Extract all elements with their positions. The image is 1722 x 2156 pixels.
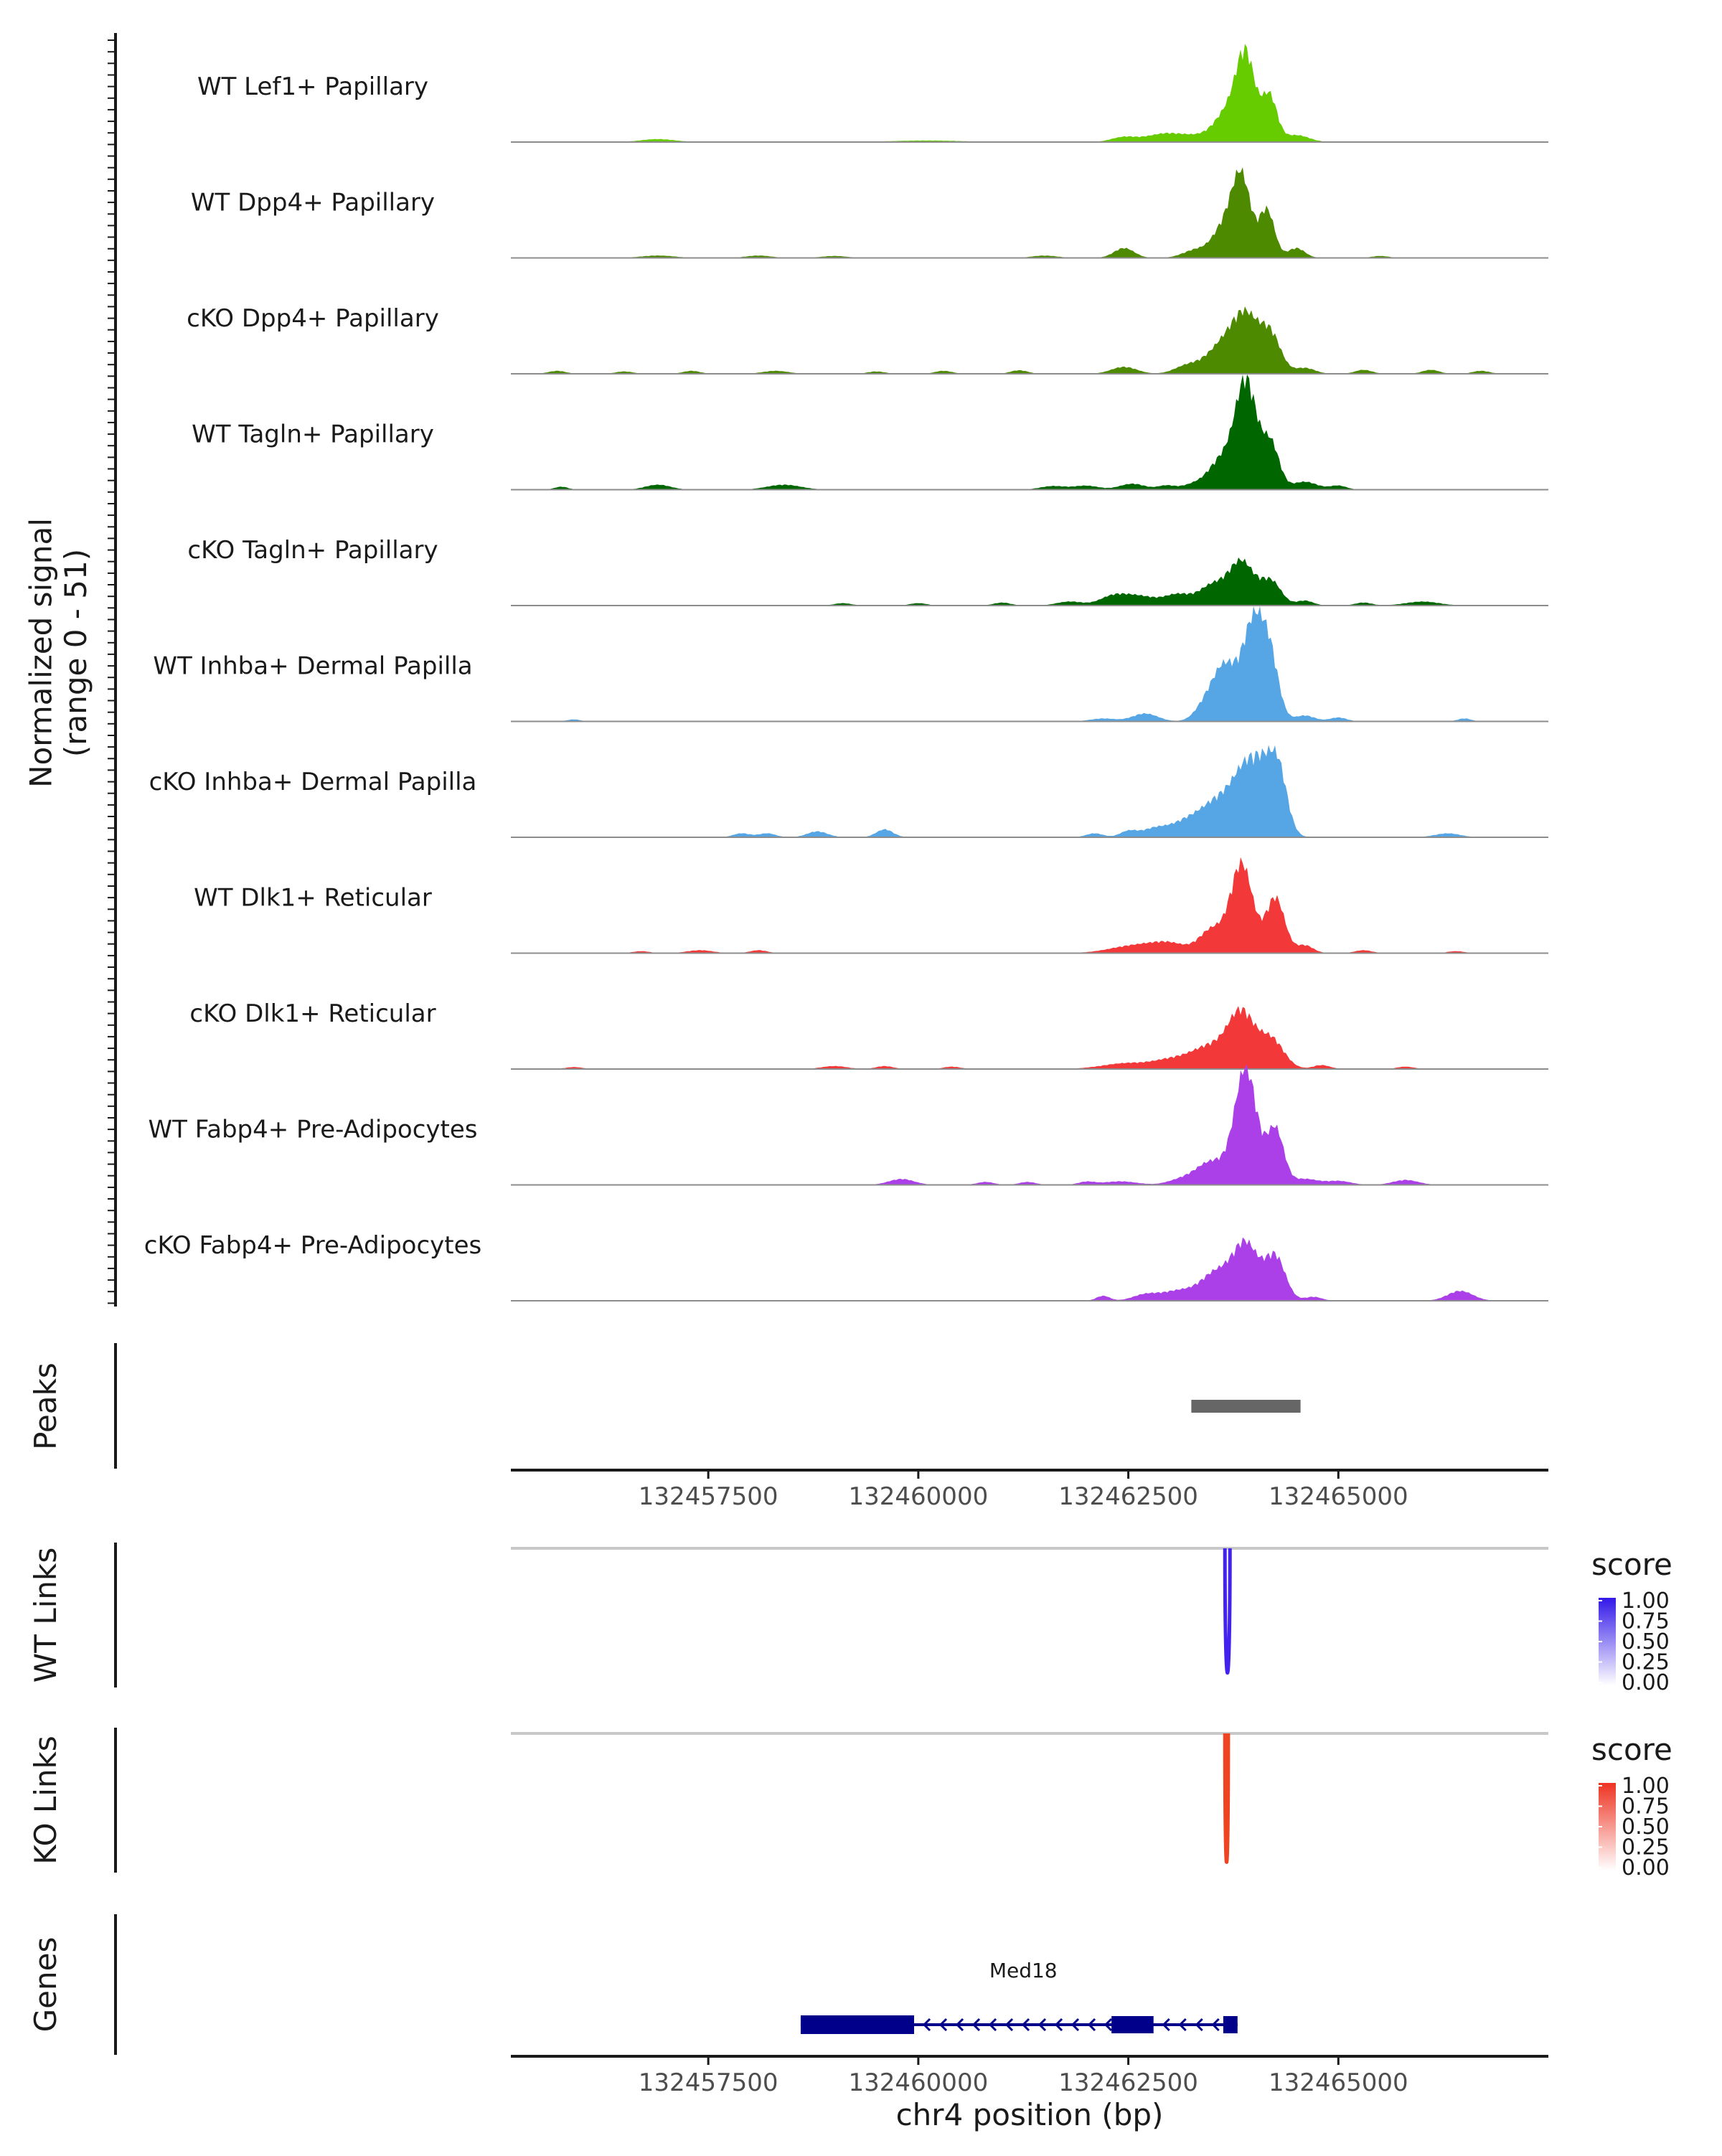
legend-title-ko-links: score	[1591, 1732, 1672, 1767]
track-wt-dlk1-reticular: WT Dlk1+ Reticular	[194, 857, 1548, 954]
coverage-area-cko-inhba-dermal-papilla	[511, 745, 1548, 837]
x-tick-label-peaks: 132457500	[639, 1482, 778, 1511]
legend-tick-label-ko-links: 0.00	[1622, 1855, 1670, 1880]
coverage-area-wt-fabp4-pre-adipocytes	[511, 1064, 1548, 1185]
legend-tick-label-ko-links: 1.00	[1622, 1774, 1670, 1799]
gene-name-label: Med18	[989, 1959, 1058, 1982]
strand-arrow	[1162, 2018, 1170, 2032]
track-label-cko-fabp4-pre-adipocytes: cKO Fabp4+ Pre-Adipocytes	[144, 1231, 482, 1260]
strand-arrow	[1195, 2018, 1203, 2032]
gene-exon	[1223, 2016, 1238, 2033]
track-label-wt-tagln-papillary: WT Tagln+ Papillary	[192, 420, 434, 449]
track-cko-inhba-dermal-papilla: cKO Inhba+ Dermal Papilla	[149, 745, 1548, 838]
track-label-wt-dlk1-reticular: WT Dlk1+ Reticular	[194, 884, 432, 913]
track-label-cko-tagln-papillary: cKO Tagln+ Papillary	[187, 536, 438, 565]
track-wt-lef1-papillary: WT Lef1+ Papillary	[197, 44, 1548, 143]
links-track-label-wt-links: WT Links	[28, 1548, 63, 1682]
strand-arrow	[1071, 2018, 1080, 2032]
strand-arrow	[1021, 2018, 1030, 2032]
legend-tick-label-wt-links: 0.00	[1622, 1670, 1670, 1695]
track-wt-fabp4-pre-adipocytes: WT Fabp4+ Pre-Adipocytes	[149, 1064, 1548, 1186]
coverage-tracks: WT Lef1+ Papillary WT Dpp4+ Papillary cKO …	[144, 44, 1548, 1301]
coverage-area-cko-dpp4-papillary	[511, 306, 1548, 374]
track-cko-fabp4-pre-adipocytes: cKO Fabp4+ Pre-Adipocytes	[144, 1231, 1548, 1301]
strand-arrow	[988, 2018, 997, 2032]
x-tick-label-genes: 132462500	[1058, 2068, 1198, 2097]
x-tick-label-peaks: 132460000	[849, 1482, 989, 1511]
coverage-area-wt-lef1-papillary	[511, 44, 1548, 142]
coverage-area-cko-fabp4-pre-adipocytes	[511, 1237, 1548, 1301]
x-tick-label-genes: 132460000	[849, 2068, 989, 2097]
track-label-wt-fabp4-pre-adipocytes: WT Fabp4+ Pre-Adipocytes	[149, 1116, 478, 1144]
x-tick-label-peaks: 132465000	[1269, 1482, 1408, 1511]
link-arc-ko-links	[1223, 1733, 1231, 1864]
legend-tick-label-wt-links: 0.50	[1622, 1629, 1670, 1654]
coverage-area-cko-dlk1-reticular	[511, 1006, 1548, 1069]
strand-arrow	[1038, 2018, 1047, 2032]
x-tick-label-peaks: 132462500	[1058, 1482, 1198, 1511]
links-track-label-ko-links: KO Links	[28, 1736, 63, 1865]
links-panel-wt-links: WT Links score 1.000.750.500.250.00	[28, 1543, 1672, 1695]
x-tick-label-genes: 132457500	[639, 2068, 778, 2097]
legend-tick-label-wt-links: 0.75	[1622, 1609, 1670, 1634]
strand-arrow	[1004, 2018, 1014, 2032]
strand-arrow	[1104, 2018, 1113, 2032]
strand-arrow	[1054, 2018, 1063, 2032]
strand-arrow	[955, 2018, 964, 2032]
gene-exon	[800, 2015, 915, 2034]
track-label-cko-dlk1-reticular: cKO Dlk1+ Reticular	[189, 999, 436, 1028]
coverage-area-wt-dlk1-reticular	[511, 857, 1548, 954]
legend-tick-label-ko-links: 0.75	[1622, 1794, 1670, 1820]
links-panel-ko-links: KO Links score 1.000.750.500.250.00	[28, 1728, 1672, 1880]
track-label-wt-inhba-dermal-papilla: WT Inhba+ Dermal Papilla	[153, 652, 472, 681]
strand-arrow	[938, 2018, 948, 2032]
peak-region-bar	[1191, 1400, 1301, 1413]
peaks-panel: Peaks	[28, 1343, 1301, 1469]
legend-title-wt-links: score	[1591, 1547, 1672, 1582]
track-cko-dpp4-papillary: cKO Dpp4+ Papillary	[187, 304, 1548, 375]
coverage-y-title: Normalized signal(range 0 - 51)	[24, 518, 93, 788]
track-label-cko-dpp4-papillary: cKO Dpp4+ Papillary	[187, 304, 439, 333]
coverage-y-title-line-2: (range 0 - 51)	[58, 549, 93, 757]
legend-tick-label-ko-links: 0.25	[1622, 1835, 1670, 1860]
track-label-wt-lef1-papillary: WT Lef1+ Papillary	[197, 72, 428, 101]
track-wt-tagln-papillary: WT Tagln+ Papillary	[192, 374, 1548, 491]
legend-tick-label-wt-links: 1.00	[1622, 1588, 1670, 1614]
position-axes: 132457500 132460000 132462500 132465000 1324…	[511, 1469, 1548, 2132]
left-axes: Normalized signal(range 0 - 51)	[24, 33, 117, 1307]
strand-arrow	[922, 2018, 931, 2032]
coverage-area-wt-dpp4-papillary	[511, 167, 1548, 258]
track-cko-tagln-papillary: cKO Tagln+ Papillary	[187, 536, 1548, 606]
genes-track-label: Genes	[28, 1937, 63, 2033]
genes-panel: Genes Med18	[28, 1914, 1238, 2055]
track-cko-dlk1-reticular: cKO Dlk1+ Reticular	[189, 999, 1548, 1070]
strand-arrow	[1087, 2018, 1096, 2032]
link-arc-wt-links	[1223, 1548, 1232, 1675]
peaks-track-label: Peaks	[28, 1362, 63, 1450]
track-wt-dpp4-papillary: WT Dpp4+ Papillary	[191, 167, 1548, 259]
coverage-area-cko-tagln-papillary	[511, 557, 1548, 606]
strand-arrow	[1211, 2018, 1220, 2032]
strand-arrow	[971, 2018, 981, 2032]
legend-tick-label-wt-links: 0.25	[1622, 1650, 1670, 1675]
coverage-y-title-line-1: Normalized signal	[24, 518, 59, 788]
track-label-cko-inhba-dermal-papilla: cKO Inhba+ Dermal Papilla	[149, 768, 477, 796]
gene-exon	[1111, 2016, 1154, 2033]
coverage-area-wt-tagln-papillary	[511, 374, 1548, 490]
legend-tick-label-ko-links: 0.50	[1622, 1814, 1670, 1840]
x-axis-title: chr4 position (bp)	[896, 2097, 1164, 2132]
track-wt-inhba-dermal-papilla: WT Inhba+ Dermal Papilla	[153, 606, 1548, 722]
x-tick-label-genes: 132465000	[1269, 2068, 1408, 2097]
strand-arrow	[1178, 2018, 1187, 2032]
coverage-area-wt-inhba-dermal-papilla	[511, 606, 1548, 722]
track-label-wt-dpp4-papillary: WT Dpp4+ Papillary	[191, 189, 435, 217]
